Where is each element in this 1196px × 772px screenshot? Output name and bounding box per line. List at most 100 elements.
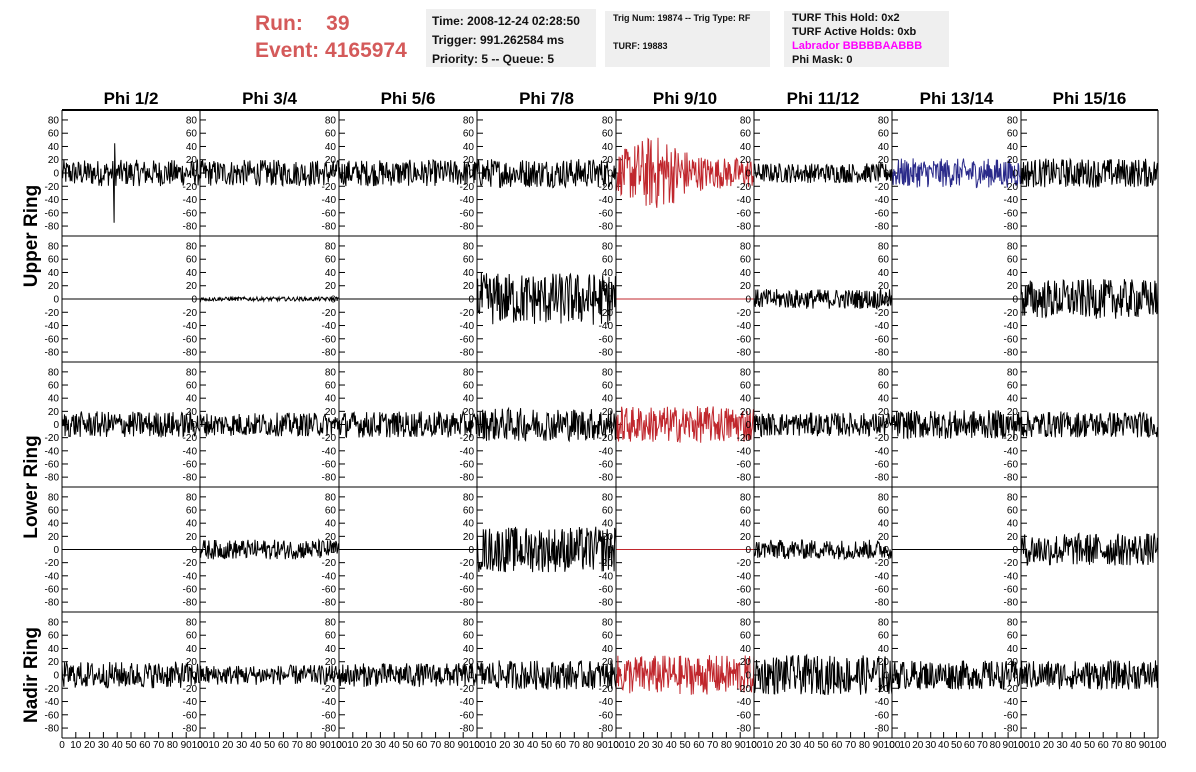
y-tick-label: 0 xyxy=(53,671,59,682)
y-tick-label: 0 xyxy=(330,420,336,431)
y-tick-label: -80 xyxy=(599,598,614,609)
y-tick-label: -20 xyxy=(460,182,475,193)
x-tick-label: 40 xyxy=(938,740,950,751)
y-tick-label: 40 xyxy=(602,644,614,655)
y-tick-label: 0 xyxy=(745,169,751,180)
y-tick-label: 80 xyxy=(1007,115,1019,126)
y-tick-label: 20 xyxy=(602,407,614,418)
y-tick-label: -20 xyxy=(599,684,614,695)
y-tick-label: -60 xyxy=(875,584,890,595)
y-tick-label: 40 xyxy=(48,142,60,153)
waveform-trace xyxy=(199,295,340,303)
y-tick-label: 60 xyxy=(325,506,337,517)
y-tick-label: -20 xyxy=(737,182,752,193)
y-tick-label: -40 xyxy=(737,321,752,332)
y-tick-label: -20 xyxy=(322,308,337,319)
x-tick-label: 10 xyxy=(624,740,636,751)
y-tick-label: -80 xyxy=(322,348,337,359)
y-tick-label: -60 xyxy=(737,584,752,595)
y-tick-label: 80 xyxy=(878,241,890,252)
y-tick-label: -40 xyxy=(737,571,752,582)
y-tick-label: -20 xyxy=(737,558,752,569)
waveform-trace xyxy=(61,143,201,223)
waveform-trace xyxy=(199,412,340,437)
x-tick-label: 90 xyxy=(1139,740,1151,751)
y-tick-label: -80 xyxy=(183,473,198,484)
y-tick-label: 60 xyxy=(48,506,60,517)
x-tick-label: 10 xyxy=(762,740,774,751)
trig-info-box: Trig Num: 19874 -- Trig Type: RF TURF: 1… xyxy=(605,11,770,67)
x-tick-label: 90 xyxy=(597,740,609,751)
y-tick-label: 40 xyxy=(48,519,60,530)
y-tick-label: -40 xyxy=(875,697,890,708)
y-tick-label: 20 xyxy=(602,281,614,292)
y-tick-label: 80 xyxy=(186,115,198,126)
y-tick-label: 40 xyxy=(1007,394,1019,405)
y-tick-label: 40 xyxy=(463,394,475,405)
y-tick-label: 40 xyxy=(1007,644,1019,655)
y-tick-label: 60 xyxy=(463,255,475,266)
y-tick-label: 40 xyxy=(48,394,60,405)
x-tick-label: 0 xyxy=(474,740,480,751)
y-tick-label: 80 xyxy=(602,115,614,126)
y-tick-label: 60 xyxy=(740,381,752,392)
y-tick-label: 80 xyxy=(186,241,198,252)
y-tick-label: 60 xyxy=(463,506,475,517)
y-tick-label: 80 xyxy=(878,492,890,503)
waveform-trace xyxy=(1020,157,1159,188)
y-tick-label: 40 xyxy=(740,394,752,405)
x-tick-label: 40 xyxy=(527,740,539,751)
y-tick-label: 80 xyxy=(878,115,890,126)
turf-text: TURF: 19883 xyxy=(613,41,668,51)
column-header: Phi 5/6 xyxy=(381,89,436,108)
y-tick-label: -20 xyxy=(1004,308,1019,319)
x-tick-label: 100 xyxy=(1150,740,1167,751)
x-tick-label: 30 xyxy=(790,740,802,751)
y-tick-label: -20 xyxy=(875,182,890,193)
y-tick-label: -60 xyxy=(875,208,890,219)
y-tick-label: 0 xyxy=(745,671,751,682)
x-tick-label: 100 xyxy=(746,740,763,751)
y-tick-label: -80 xyxy=(1004,348,1019,359)
x-tick-label: 0 xyxy=(751,740,757,751)
y-tick-label: -80 xyxy=(45,473,60,484)
y-tick-label: -40 xyxy=(322,697,337,708)
y-tick-label: 80 xyxy=(186,367,198,378)
x-tick-label: 30 xyxy=(98,740,110,751)
y-tick-label: -60 xyxy=(737,334,752,345)
y-tick-label: -20 xyxy=(322,558,337,569)
y-tick-label: 40 xyxy=(1007,268,1019,279)
x-tick-label: 30 xyxy=(925,740,937,751)
y-tick-label: 0 xyxy=(191,295,197,306)
waveform-trace xyxy=(753,653,893,696)
y-tick-label: 60 xyxy=(48,381,60,392)
x-tick-label: 100 xyxy=(331,740,348,751)
x-tick-label: 50 xyxy=(125,740,137,751)
y-tick-label: -60 xyxy=(460,584,475,595)
y-tick-label: 0 xyxy=(191,671,197,682)
x-tick-label: 50 xyxy=(951,740,963,751)
y-tick-label: 0 xyxy=(1012,671,1018,682)
y-tick-label: 20 xyxy=(1007,657,1019,668)
y-tick-label: 20 xyxy=(186,281,198,292)
y-tick-label: 20 xyxy=(878,281,890,292)
y-tick-label: 60 xyxy=(325,381,337,392)
y-tick-label: -40 xyxy=(45,446,60,457)
y-tick-label: 60 xyxy=(48,255,60,266)
y-tick-label: 80 xyxy=(602,617,614,628)
y-tick-label: -80 xyxy=(875,348,890,359)
x-tick-label: 70 xyxy=(845,740,857,751)
y-tick-label: -40 xyxy=(1004,321,1019,332)
y-tick-label: 60 xyxy=(740,255,752,266)
y-tick-label: -60 xyxy=(875,334,890,345)
y-tick-label: 40 xyxy=(740,142,752,153)
x-tick-label: 40 xyxy=(1070,740,1082,751)
y-tick-label: 40 xyxy=(602,519,614,530)
y-tick-label: 0 xyxy=(468,169,474,180)
y-tick-label: 60 xyxy=(325,255,337,266)
y-tick-label: 0 xyxy=(53,295,59,306)
y-tick-label: -60 xyxy=(322,710,337,721)
y-tick-label: 20 xyxy=(878,657,890,668)
y-tick-label: 80 xyxy=(1007,241,1019,252)
